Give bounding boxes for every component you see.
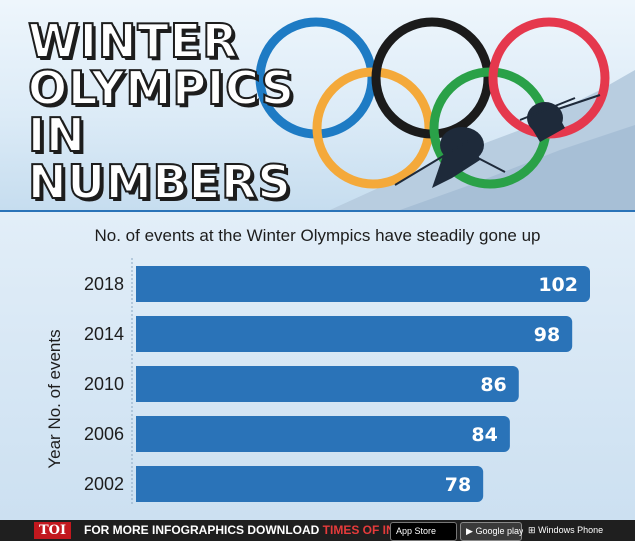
header-banner: WINTER OLYMPICS IN NUMBERS <box>0 0 635 210</box>
ski-poles <box>394 94 601 186</box>
app-store-badge[interactable]: App Store <box>390 522 457 541</box>
bar-2002 <box>136 466 484 502</box>
bar-2010 <box>136 366 519 402</box>
windows-phone-label: Windows Phone <box>538 525 604 535</box>
footer-bar: TOI FOR MORE INFOGRAPHICS DOWNLOAD TIMES… <box>0 520 635 541</box>
skier-silhouette-icon <box>432 102 565 188</box>
bars-group: 102 2018 98 2014 86 2010 84 2006 78 2002 <box>84 266 590 502</box>
bar-base-2002 <box>136 466 144 502</box>
y-tick-label-2010: 2010 <box>84 374 124 394</box>
y-tick-label-2014: 2014 <box>84 324 124 344</box>
olympic-rings-illustration <box>255 17 635 210</box>
footer-promo-label: FOR MORE INFOGRAPHICS DOWNLOAD <box>84 523 323 537</box>
bar-value-label-2006: 84 <box>471 424 497 446</box>
bar-value-label-2002: 78 <box>445 474 471 496</box>
app-store-label: App Store <box>396 526 437 536</box>
title-line-3: IN <box>27 108 86 162</box>
bar-base-2018 <box>136 266 144 302</box>
bar-value-label-2018: 102 <box>538 274 578 296</box>
snow-slope-lower <box>400 125 635 210</box>
bar-value-label-2014: 98 <box>534 324 560 346</box>
toi-logo[interactable]: TOI <box>34 522 72 539</box>
bar-2018 <box>136 266 590 302</box>
bar-chart: 102 2018 98 2014 86 2010 84 2006 78 2002 <box>84 258 590 506</box>
bar-base-2010 <box>136 366 144 402</box>
bar-2006 <box>136 416 510 452</box>
y-tick-label-2018: 2018 <box>84 274 124 294</box>
windows-phone-badge[interactable]: ⊞ Windows Phone <box>523 522 603 539</box>
windows-icon: ⊞ <box>528 525 536 535</box>
bar-base-2006 <box>136 416 144 452</box>
y-tick-label-2002: 2002 <box>84 474 124 494</box>
chart-title: No. of events at the Winter Olympics hav… <box>94 226 541 245</box>
bar-2014 <box>136 316 573 352</box>
y-tick-label-2006: 2006 <box>84 424 124 444</box>
chart-area: No. of events at the Winter Olympics hav… <box>0 212 635 520</box>
google-play-icon: ▶ <box>466 526 473 536</box>
title-line-1: WINTER <box>27 14 239 68</box>
header-divider <box>0 210 635 212</box>
title-line-2: OLYMPICS <box>27 61 295 115</box>
google-play-badge[interactable]: ▶ Google play <box>460 522 524 541</box>
footer-promo-text: FOR MORE INFOGRAPHICS DOWNLOAD TIMES OF … <box>84 523 442 538</box>
google-play-label: Google play <box>475 526 524 536</box>
bar-base-2014 <box>136 316 144 352</box>
page-title: WINTER OLYMPICS IN NUMBERS <box>27 14 295 209</box>
olympic-rings <box>255 17 610 189</box>
title-line-4: NUMBERS <box>27 155 292 209</box>
bar-value-label-2010: 86 <box>480 374 506 396</box>
